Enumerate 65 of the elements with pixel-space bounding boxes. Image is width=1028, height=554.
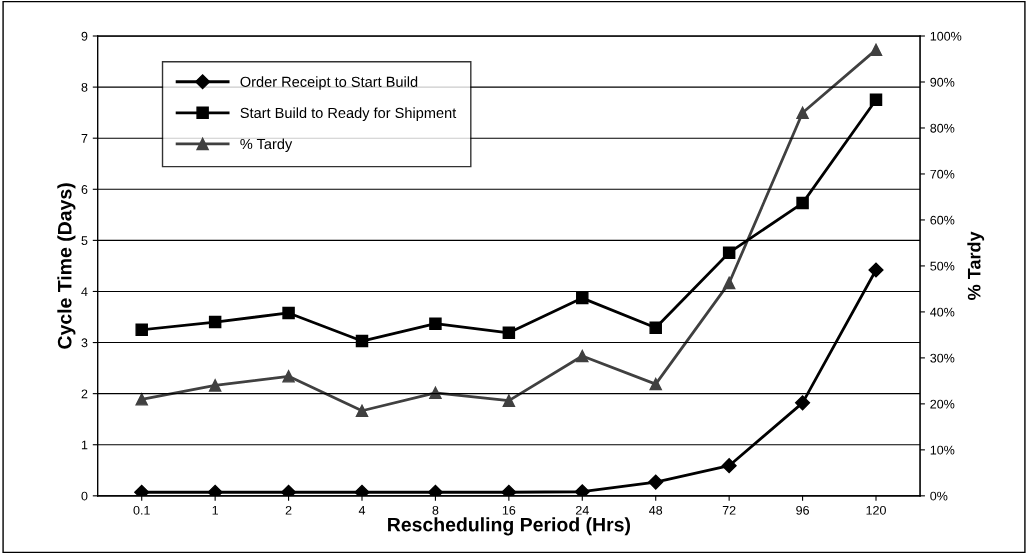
x-tick-label: 16 bbox=[502, 505, 516, 515]
point bbox=[722, 246, 736, 259]
y-tick-label: 2 bbox=[81, 389, 88, 399]
y-tick-label: 8 bbox=[81, 82, 88, 92]
point bbox=[282, 370, 295, 383]
point bbox=[502, 394, 516, 407]
point bbox=[576, 349, 589, 363]
point bbox=[282, 306, 295, 320]
point bbox=[722, 276, 736, 290]
y-tick-label: 1 bbox=[81, 440, 88, 450]
x-tick-label: 2 bbox=[285, 505, 292, 515]
x-tick-label: 48 bbox=[649, 505, 663, 515]
y-axis-title: Cycle Time (Days) bbox=[57, 183, 76, 349]
y-tick-label: 5 bbox=[81, 236, 88, 246]
point bbox=[576, 291, 589, 305]
x-tick-label: 0.1 bbox=[133, 505, 150, 515]
point bbox=[429, 317, 442, 330]
y2-tick-label: 10% bbox=[930, 445, 955, 455]
y2-tick-label: 80% bbox=[930, 123, 955, 133]
y-tick-label: 0 bbox=[81, 491, 88, 501]
x-tick-label: 1 bbox=[212, 506, 219, 515]
y2-tick-label: 30% bbox=[930, 353, 955, 363]
y2-tick-label: 90% bbox=[930, 77, 955, 87]
x-tick-label: 4 bbox=[358, 506, 366, 515]
y2-tick-label: 70% bbox=[930, 169, 955, 179]
legend-label: % Tardy bbox=[240, 138, 293, 153]
point bbox=[648, 474, 664, 490]
point bbox=[135, 323, 148, 337]
point bbox=[721, 458, 737, 474]
point bbox=[208, 315, 222, 329]
point bbox=[135, 393, 148, 406]
point bbox=[796, 106, 809, 120]
y2-tick-label: 50% bbox=[930, 261, 955, 271]
point bbox=[795, 395, 811, 411]
x-tick-label: 8 bbox=[432, 505, 439, 515]
point bbox=[649, 321, 662, 334]
y-tick-label: 9 bbox=[81, 31, 88, 41]
point bbox=[869, 43, 883, 57]
y2-tick-label: 60% bbox=[930, 215, 955, 225]
y2-tick-label: 40% bbox=[930, 307, 955, 317]
x-tick-label: 72 bbox=[722, 505, 736, 515]
point bbox=[355, 404, 369, 418]
x-tick-label: 24 bbox=[575, 505, 589, 515]
y-tick-label: 7 bbox=[81, 134, 88, 143]
point bbox=[208, 379, 222, 392]
legend-label: Start Build to Ready for Shipment bbox=[240, 107, 457, 121]
x-tick-label: 120 bbox=[866, 505, 886, 515]
x-tick-label: 96 bbox=[796, 505, 809, 515]
point bbox=[796, 196, 809, 210]
y-tick-label: 4 bbox=[81, 287, 88, 296]
point bbox=[355, 334, 369, 348]
point bbox=[574, 484, 590, 496]
point bbox=[429, 386, 442, 400]
point bbox=[502, 326, 516, 340]
y-tick-label: 6 bbox=[81, 185, 88, 194]
y2-tick-label: 0% bbox=[930, 491, 948, 501]
y2-axis-title: % Tardy bbox=[967, 231, 985, 300]
point bbox=[649, 377, 662, 391]
y2-tick-label: 100% bbox=[930, 31, 962, 41]
point bbox=[868, 262, 884, 278]
point bbox=[869, 93, 883, 107]
legend-label: Order Receipt to Start Build bbox=[240, 76, 418, 90]
y2-tick-label: 20% bbox=[930, 399, 955, 409]
x-axis-title: Rescheduling Period (Hrs) bbox=[388, 517, 630, 536]
y-tick-label: 3 bbox=[81, 338, 88, 348]
